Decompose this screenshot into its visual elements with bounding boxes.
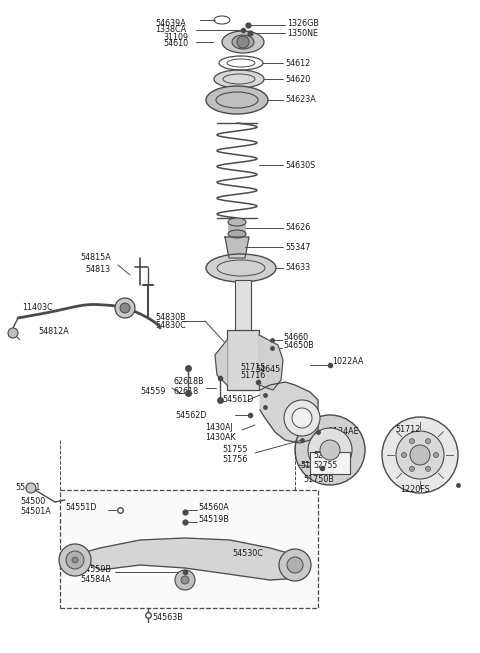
Ellipse shape xyxy=(232,35,254,49)
Text: 62618B: 62618B xyxy=(174,377,204,387)
Ellipse shape xyxy=(206,254,276,282)
Text: 51712: 51712 xyxy=(395,426,420,434)
Text: 54584A: 54584A xyxy=(80,575,111,584)
Circle shape xyxy=(382,417,458,493)
Text: 54630S: 54630S xyxy=(285,161,315,170)
Text: 54639A: 54639A xyxy=(155,18,186,27)
Text: 54559B: 54559B xyxy=(80,565,111,575)
Circle shape xyxy=(292,408,312,428)
Text: 31109: 31109 xyxy=(163,33,188,42)
Text: 1124AE: 1124AE xyxy=(328,428,359,436)
Text: 1430AK: 1430AK xyxy=(205,432,236,441)
Circle shape xyxy=(237,36,249,48)
Text: 1022AA: 1022AA xyxy=(332,357,363,366)
Text: 1326GB: 1326GB xyxy=(287,20,319,29)
Text: 51853: 51853 xyxy=(300,460,325,470)
Text: 54560A: 54560A xyxy=(198,503,229,513)
Text: 51716: 51716 xyxy=(240,370,265,379)
Polygon shape xyxy=(260,382,318,443)
Circle shape xyxy=(425,439,431,443)
Text: 11403C: 11403C xyxy=(22,302,53,311)
Text: 1220FS: 1220FS xyxy=(400,485,430,494)
Text: 54561D: 54561D xyxy=(222,396,253,404)
Ellipse shape xyxy=(222,31,264,53)
Text: 54530C: 54530C xyxy=(232,549,263,558)
Circle shape xyxy=(308,428,352,472)
Ellipse shape xyxy=(206,86,268,114)
Bar xyxy=(310,452,350,474)
Text: 54815A: 54815A xyxy=(80,253,111,263)
Text: 54559: 54559 xyxy=(140,387,166,396)
Text: 51755: 51755 xyxy=(222,445,248,454)
Circle shape xyxy=(409,439,415,443)
Circle shape xyxy=(59,544,91,576)
Polygon shape xyxy=(215,340,227,385)
Ellipse shape xyxy=(214,70,264,88)
Circle shape xyxy=(410,445,430,465)
Text: 54519B: 54519B xyxy=(198,515,229,524)
Text: 54551D: 54551D xyxy=(65,503,96,513)
Text: 54645: 54645 xyxy=(255,366,280,375)
Circle shape xyxy=(181,576,189,584)
Text: 51750B: 51750B xyxy=(303,475,334,485)
Text: 62618: 62618 xyxy=(174,387,199,396)
Circle shape xyxy=(120,303,130,313)
Circle shape xyxy=(115,298,135,318)
Circle shape xyxy=(409,466,415,471)
Text: 52755: 52755 xyxy=(313,462,337,471)
Bar xyxy=(227,330,259,390)
Circle shape xyxy=(295,415,365,485)
Text: 54650B: 54650B xyxy=(283,342,314,351)
Text: 55347: 55347 xyxy=(285,242,311,251)
Circle shape xyxy=(284,400,320,436)
Text: 1430AJ: 1430AJ xyxy=(205,424,233,432)
Circle shape xyxy=(320,440,340,460)
Bar xyxy=(235,280,251,390)
Text: 54660: 54660 xyxy=(283,334,308,343)
Circle shape xyxy=(396,431,444,479)
Circle shape xyxy=(66,551,84,569)
Text: 54500: 54500 xyxy=(20,498,45,507)
Polygon shape xyxy=(75,538,310,580)
Text: 52752: 52752 xyxy=(313,451,337,460)
Text: 54620: 54620 xyxy=(285,74,310,84)
Ellipse shape xyxy=(228,230,246,238)
Circle shape xyxy=(279,549,311,581)
Text: 51756: 51756 xyxy=(222,454,247,464)
Polygon shape xyxy=(259,335,283,390)
Circle shape xyxy=(425,466,431,471)
Text: 54612: 54612 xyxy=(285,59,310,67)
Text: 54501A: 54501A xyxy=(20,507,51,515)
Text: 54830C: 54830C xyxy=(155,321,186,330)
Ellipse shape xyxy=(228,218,246,226)
Bar xyxy=(60,490,318,608)
Circle shape xyxy=(8,328,18,338)
Text: 54812A: 54812A xyxy=(38,328,69,336)
Text: 54633: 54633 xyxy=(285,264,310,272)
Circle shape xyxy=(175,570,195,590)
Circle shape xyxy=(72,557,78,563)
Text: 54623A: 54623A xyxy=(285,95,316,104)
Circle shape xyxy=(287,557,303,573)
Bar xyxy=(228,222,246,234)
Text: 1338CA: 1338CA xyxy=(155,25,186,35)
Text: 54813: 54813 xyxy=(85,266,110,274)
Text: 54562D: 54562D xyxy=(175,411,206,419)
Polygon shape xyxy=(225,237,249,258)
Circle shape xyxy=(26,483,36,493)
Circle shape xyxy=(401,453,407,458)
Text: 54626: 54626 xyxy=(285,223,310,232)
Circle shape xyxy=(433,453,439,458)
Text: 54563B: 54563B xyxy=(152,614,183,622)
Text: 55451: 55451 xyxy=(15,483,40,492)
Text: 1350NE: 1350NE xyxy=(287,29,318,37)
Text: 54830B: 54830B xyxy=(155,313,186,323)
Text: 51715: 51715 xyxy=(240,362,265,372)
Text: 54610: 54610 xyxy=(163,39,188,48)
